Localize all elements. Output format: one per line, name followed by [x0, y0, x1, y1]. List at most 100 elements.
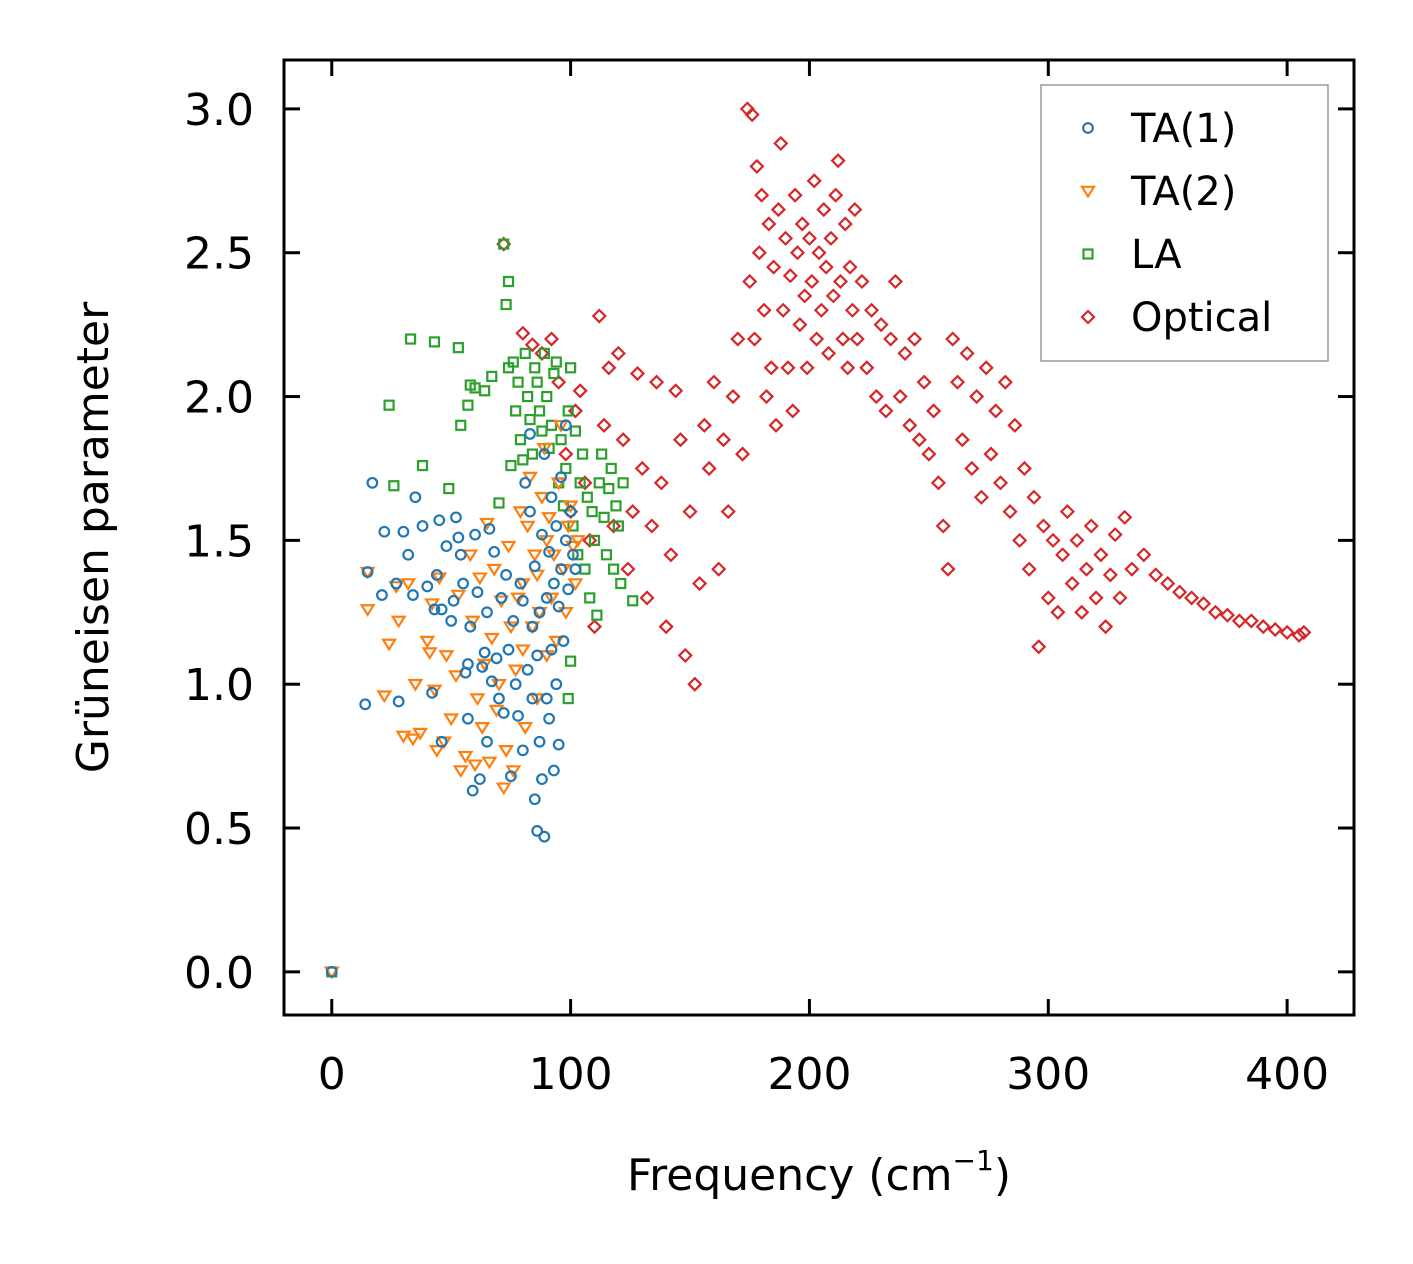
data-point: [390, 615, 407, 629]
data-point: [1136, 547, 1152, 563]
data-point: [663, 547, 679, 563]
data-point: [392, 695, 405, 708]
data-point: [435, 735, 448, 748]
data-point: [412, 727, 429, 741]
data-point: [567, 403, 583, 419]
data-point: [567, 548, 579, 561]
legend-label: Optical: [1131, 295, 1272, 341]
data-point: [529, 569, 546, 583]
data-point: [507, 356, 519, 368]
data-point: [766, 259, 782, 275]
data-point: [553, 420, 570, 433]
data-point: [569, 563, 582, 576]
data-point: [644, 518, 660, 534]
data-point: [612, 520, 624, 532]
plot-frame: [282, 58, 1356, 1017]
data-point: [486, 370, 498, 383]
data-point: [557, 635, 570, 647]
series-la: [326, 238, 639, 978]
data-point: [516, 744, 529, 757]
data-point: [376, 589, 388, 601]
data-point: [735, 446, 751, 462]
data-point: [770, 202, 786, 218]
x-tick-label: 0: [318, 1049, 346, 1100]
data-point: [930, 475, 946, 491]
data-point: [746, 331, 763, 347]
data-point: [383, 399, 395, 411]
data-point: [610, 500, 622, 512]
data-point: [584, 592, 596, 604]
data-point: [949, 374, 966, 390]
data-point: [493, 497, 505, 509]
data-point: [1069, 532, 1085, 548]
data-point: [761, 216, 777, 232]
data-point: [1055, 547, 1071, 563]
data-point: [565, 655, 577, 667]
data-point: [572, 549, 584, 561]
y-tick-label: 0.0: [184, 948, 254, 999]
data-point: [517, 454, 529, 466]
data-point: [1040, 590, 1056, 606]
data-point: [543, 331, 560, 347]
data-point: [531, 376, 543, 388]
data-point: [818, 259, 834, 275]
data-point: [430, 568, 443, 581]
data-point: [533, 491, 550, 505]
data-point: [558, 446, 574, 462]
data-point: [481, 756, 498, 770]
data-point: [902, 417, 918, 433]
data-point: [574, 477, 586, 489]
data-point: [409, 491, 422, 504]
data-point: [452, 342, 464, 354]
data-point: [500, 568, 513, 581]
data-point: [533, 606, 546, 619]
data-point: [426, 686, 438, 699]
data-point: [443, 482, 455, 495]
data-point: [404, 733, 421, 747]
data-point: [469, 693, 486, 707]
data-point: [565, 362, 577, 374]
data-point: [485, 675, 498, 688]
data-point: [787, 187, 803, 203]
data-point: [1007, 417, 1023, 433]
data-point: [433, 514, 446, 527]
data-point: [823, 230, 839, 246]
data-point: [404, 333, 417, 345]
data-point: [533, 735, 546, 748]
data-point: [402, 548, 415, 561]
data-point: [498, 238, 510, 250]
data-point: [1083, 518, 1099, 534]
data-point: [462, 399, 474, 411]
data-point: [576, 448, 589, 460]
data-point: [744, 107, 760, 123]
data-point: [560, 462, 572, 475]
legend-entry: TA(1): [1082, 106, 1236, 152]
axes: 0 100 200 300 400 0.0 0.5 1.0 1.5 2.0 2.5 3.0: [184, 60, 1354, 1100]
data-point: [435, 603, 448, 616]
data-point: [524, 337, 540, 353]
data-point: [524, 428, 536, 440]
data-point: [531, 825, 544, 837]
data-point: [507, 615, 520, 627]
data-point: [376, 690, 393, 704]
data-point: [428, 603, 441, 616]
data-point: [426, 684, 443, 698]
data-point: [454, 548, 467, 561]
data-point: [672, 432, 689, 448]
data-point: [540, 692, 553, 705]
data-point: [581, 491, 593, 503]
data-point: [543, 712, 556, 725]
data-point: [559, 534, 572, 547]
y-tick-label: 2.5: [184, 229, 254, 280]
data-point: [1112, 590, 1128, 606]
data-point: [416, 520, 429, 532]
data-point: [1021, 561, 1037, 577]
data-point: [428, 336, 441, 348]
data-point: [450, 511, 462, 524]
data-point: [507, 664, 524, 678]
legend-box: [1040, 84, 1329, 362]
data-point: [973, 489, 989, 505]
data-point: [1184, 590, 1200, 606]
data-point: [1219, 607, 1235, 623]
data-point: [1064, 575, 1080, 592]
